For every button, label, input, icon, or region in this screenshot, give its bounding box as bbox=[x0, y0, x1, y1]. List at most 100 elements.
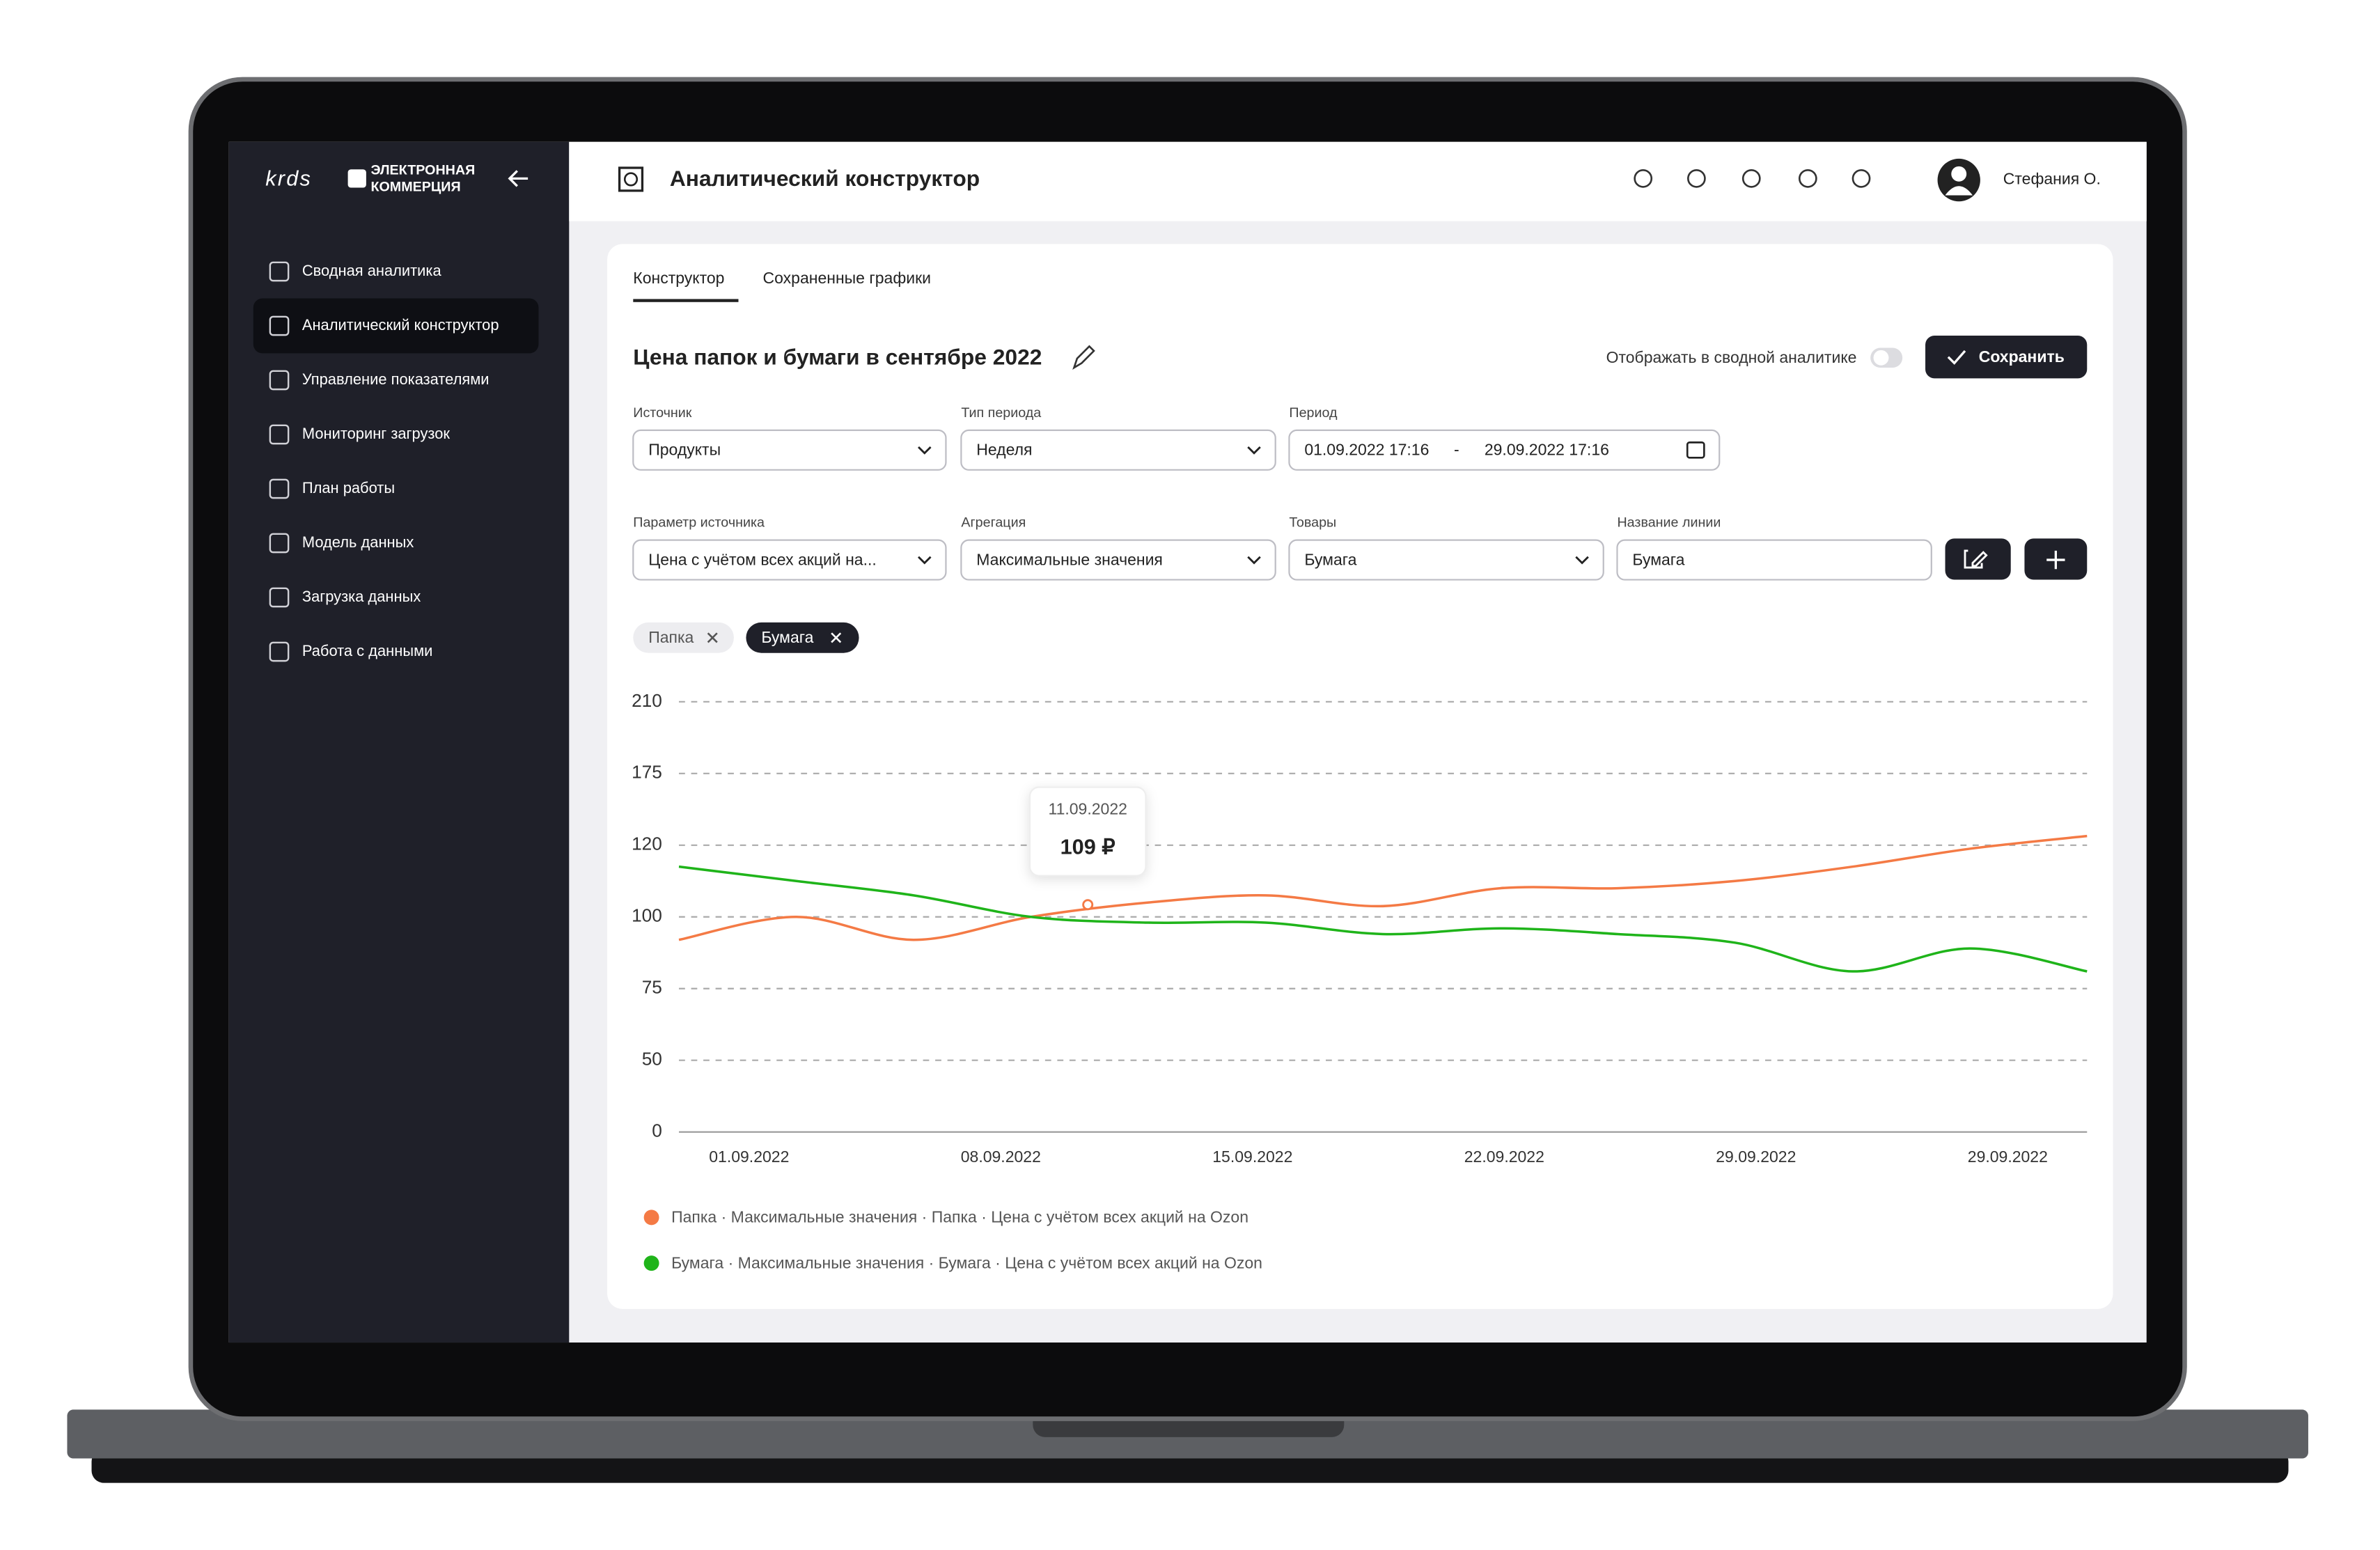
tooltip bbox=[1028, 786, 1147, 877]
field[interactable] bbox=[960, 429, 1276, 471]
field-value: Бумага bbox=[1632, 550, 1684, 568]
user-name: Стефания О. bbox=[2003, 170, 2101, 188]
page-icon bbox=[618, 166, 644, 192]
avatar-body bbox=[1945, 186, 1973, 196]
header-icon[interactable] bbox=[1851, 169, 1871, 188]
header bbox=[569, 141, 2147, 221]
avatar-head bbox=[1951, 166, 1967, 182]
menu-item[interactable]: Загрузка данных bbox=[302, 588, 421, 605]
legend-label: Папка · Максимальные значения · Папка · … bbox=[671, 1208, 1248, 1226]
y-tick-label: 50 bbox=[642, 1049, 662, 1070]
tooltip-date: 11.09.2022 bbox=[1049, 799, 1127, 817]
chip-close bbox=[707, 632, 718, 643]
y-tick-label: 175 bbox=[632, 762, 662, 783]
chip-close bbox=[831, 632, 842, 643]
field-value: Неделя bbox=[976, 441, 1032, 459]
edit-line-button[interactable] bbox=[1945, 538, 2011, 580]
logo-icon bbox=[347, 169, 366, 188]
y-tick-label: 210 bbox=[632, 690, 662, 711]
field-value: Бумага bbox=[1304, 550, 1356, 568]
field[interactable] bbox=[1288, 539, 1604, 581]
menu-item[interactable]: Модель данных bbox=[302, 533, 414, 551]
chip-label: Бумага bbox=[761, 628, 813, 646]
save-label: Сохранить bbox=[1979, 347, 2065, 366]
menu-item[interactable]: Сводная аналитика bbox=[302, 262, 442, 279]
x-tick-label: 15.09.2022 bbox=[1212, 1148, 1292, 1166]
menu-item[interactable]: Аналитический конструктор bbox=[302, 316, 499, 334]
field-label: Параметр источника bbox=[633, 515, 765, 531]
menu-icon bbox=[269, 261, 290, 282]
edit-title-icon[interactable] bbox=[1072, 345, 1095, 370]
x-tick-label: 29.09.2022 bbox=[1968, 1148, 2048, 1166]
header-icon[interactable] bbox=[1634, 169, 1653, 188]
legend-dot bbox=[643, 1255, 659, 1271]
chart-title: Цена папок и бумаги в сентябре 2022 bbox=[633, 344, 1042, 369]
x-tick-label: 29.09.2022 bbox=[1716, 1148, 1796, 1166]
field[interactable] bbox=[1288, 429, 1721, 471]
menu-icon bbox=[269, 478, 290, 499]
legend-dot bbox=[643, 1210, 659, 1226]
header-icon[interactable] bbox=[1741, 169, 1761, 188]
field-label: Тип периода bbox=[961, 405, 1041, 421]
period-to: 29.09.2022 17:16 bbox=[1485, 441, 1609, 459]
menu-item[interactable]: Работа с данными bbox=[302, 642, 432, 659]
logo-brand: krds bbox=[265, 167, 312, 191]
x-tick-label: 22.09.2022 bbox=[1464, 1148, 1544, 1166]
field[interactable] bbox=[1616, 539, 1932, 581]
card bbox=[607, 244, 2113, 1309]
y-tick-label: 100 bbox=[632, 905, 662, 926]
toggle-label: Отображать в сводной аналитике bbox=[1606, 348, 1857, 366]
menu-icon bbox=[269, 424, 290, 445]
tab-underline bbox=[633, 299, 739, 302]
logo-line: КОММЕРЦИЯ bbox=[370, 180, 460, 195]
y-tick-label: 75 bbox=[642, 977, 662, 998]
field[interactable] bbox=[632, 539, 947, 581]
tab[interactable]: Конструктор bbox=[633, 269, 724, 287]
chip[interactable] bbox=[633, 622, 734, 653]
dropdown-arrow bbox=[1575, 556, 1589, 565]
menu-active bbox=[253, 298, 539, 354]
field[interactable] bbox=[632, 429, 947, 471]
chip[interactable] bbox=[746, 622, 859, 653]
field-value: Продукты bbox=[648, 441, 721, 459]
field-label: Название линии bbox=[1617, 515, 1721, 531]
field-label: Агрегация bbox=[961, 515, 1026, 531]
menu-icon bbox=[269, 315, 290, 336]
y-tick-label: 120 bbox=[632, 833, 662, 854]
page-icon-dot bbox=[623, 172, 639, 187]
field-value: Цена с учётом всех акций на... bbox=[648, 550, 877, 568]
calendar-icon[interactable] bbox=[1686, 441, 1705, 459]
collapse-button[interactable] bbox=[508, 170, 529, 187]
legend-label: Бумага · Максимальные значения · Бумага … bbox=[671, 1253, 1262, 1271]
period-separator: - bbox=[1454, 441, 1459, 459]
tooltip-value: 109 ₽ bbox=[1060, 835, 1116, 859]
field[interactable] bbox=[960, 539, 1276, 581]
menu-icon bbox=[269, 533, 290, 554]
logo-line: ЭЛЕКТРОННАЯ bbox=[370, 163, 475, 178]
field-label: Период bbox=[1289, 405, 1338, 421]
edit-line-icon bbox=[1964, 549, 1988, 569]
dropdown-arrow bbox=[1247, 556, 1261, 565]
y-tick-label: 0 bbox=[652, 1120, 662, 1141]
dropdown-arrow bbox=[918, 556, 932, 565]
series-line bbox=[678, 834, 2088, 941]
period-from: 01.09.2022 17:16 bbox=[1304, 441, 1429, 459]
dropdown-arrow bbox=[1247, 446, 1261, 455]
series-line bbox=[678, 865, 2088, 973]
x-tick-label: 08.09.2022 bbox=[961, 1148, 1041, 1166]
field-label: Товары bbox=[1289, 515, 1336, 531]
toggle-knob bbox=[1873, 350, 1889, 366]
chip-label: Папка bbox=[648, 628, 694, 646]
save-button[interactable] bbox=[1925, 336, 2088, 379]
menu-item[interactable]: План работы bbox=[302, 479, 395, 496]
tab[interactable]: Сохраненные графики bbox=[763, 269, 932, 287]
field-label: Источник bbox=[633, 405, 691, 421]
save-check bbox=[1947, 350, 1966, 365]
header-icon[interactable] bbox=[1687, 169, 1706, 188]
header-icon[interactable] bbox=[1798, 169, 1817, 188]
menu-item[interactable]: Мониторинг загрузок bbox=[302, 425, 451, 442]
field-value: Максимальные значения bbox=[976, 550, 1163, 568]
tooltip-point bbox=[1082, 899, 1094, 911]
menu-item[interactable]: Управление показателями bbox=[302, 370, 490, 388]
